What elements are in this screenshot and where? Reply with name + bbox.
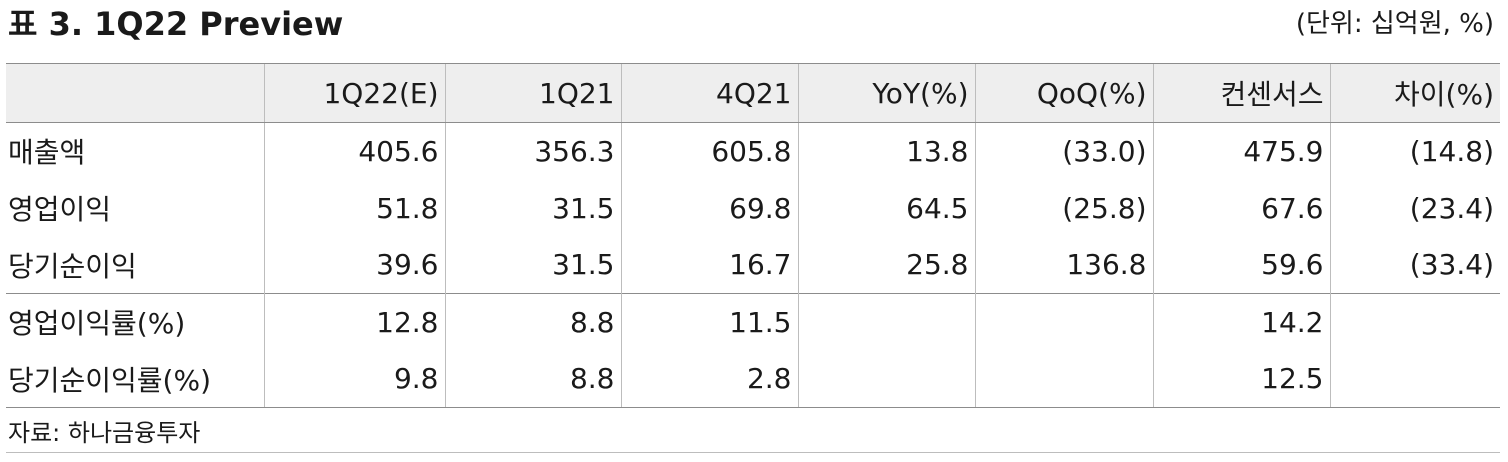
table-cell <box>1329 293 1500 351</box>
header-cell-qoq: QoQ(%) <box>974 63 1153 123</box>
source-note: 자료: 하나금융투자 <box>8 419 201 447</box>
row-label: 당기순이익 <box>8 249 137 283</box>
table-cell: (25.8) <box>974 179 1153 237</box>
table-cell: 67.6 <box>1152 179 1330 237</box>
row-label: 영업이익 <box>8 193 112 226</box>
header-cell-corner <box>6 63 264 123</box>
header-cell-yoy: YoY(%) <box>797 63 975 123</box>
table-cell: 13.8 <box>797 122 975 180</box>
table-row: 매출액 405.6 356.3 605.8 13.8 (33.0) 475.9 … <box>6 122 1500 180</box>
unit-note: (단위: 십억원, %) <box>1295 9 1494 39</box>
row-label: 매출액 <box>8 136 86 170</box>
table-cell: 405.6 <box>263 122 445 180</box>
table-cell: 605.8 <box>620 122 798 180</box>
table-cell: 14.2 <box>1152 293 1330 351</box>
header-cell-1q22e: 1Q22(E) <box>263 63 445 123</box>
table-cell: 31.5 <box>444 179 621 237</box>
bottom-divider <box>6 452 1500 453</box>
header-cell-1q21: 1Q21 <box>444 63 621 123</box>
table-cell: 25.8 <box>797 236 975 294</box>
header-row: 1Q22(E) 1Q21 4Q21 YoY(%) QoQ(%) 컨센서스 차이(… <box>6 63 1500 123</box>
table-title: 표 3. 1Q22 Preview <box>8 5 344 43</box>
row-label: 당기순이익률(%) <box>6 350 264 408</box>
table-cell: 59.6 <box>1152 236 1330 294</box>
table-cell: 12.8 <box>263 293 445 351</box>
table-cell: 69.8 <box>620 179 798 237</box>
header-cell-consensus: 컨센서스 <box>1152 63 1330 123</box>
table-cell <box>974 293 1153 351</box>
table-cell: (33.4) <box>1329 236 1500 294</box>
table-cell: 12.5 <box>1152 350 1330 408</box>
table-cell: 39.6 <box>263 236 445 294</box>
table-cell: 51.8 <box>263 179 445 237</box>
table-cell <box>797 350 975 408</box>
header-cell-diff: 차이(%) <box>1329 63 1500 123</box>
table-cell: 16.7 <box>620 236 798 294</box>
table-cell: 8.8 <box>444 350 621 408</box>
header-cell-4q21: 4Q21 <box>620 63 798 123</box>
table-cell: 8.8 <box>444 293 621 351</box>
table-row: 영업이익 51.8 31.5 69.8 64.5 (25.8) 67.6 (23… <box>6 179 1500 237</box>
table-cell: 64.5 <box>797 179 975 237</box>
table-row: 당기순이익률(%) 9.8 8.8 2.8 12.5 <box>6 350 1500 408</box>
table-cell: 356.3 <box>444 122 621 180</box>
table-cell: (14.8) <box>1329 122 1500 180</box>
table-cell <box>974 350 1153 408</box>
table-row: 영업이익률(%) 12.8 8.8 11.5 14.2 <box>6 293 1500 351</box>
table-cell: 136.8 <box>974 236 1153 294</box>
table-cell: (33.0) <box>974 122 1153 180</box>
table-cell: 11.5 <box>620 293 798 351</box>
table-cell <box>797 293 975 351</box>
row-label: 영업이익률(%) <box>6 293 264 351</box>
table-cell: 2.8 <box>620 350 798 408</box>
preview-table: 1Q22(E) 1Q21 4Q21 YoY(%) QoQ(%) 컨센서스 차이(… <box>6 63 1500 408</box>
table-cell: (23.4) <box>1329 179 1500 237</box>
table-cell <box>1329 350 1500 408</box>
table-row: 당기순이익 39.6 31.5 16.7 25.8 136.8 59.6 (33… <box>6 236 1500 294</box>
table-cell: 475.9 <box>1152 122 1330 180</box>
table-cell: 9.8 <box>263 350 445 408</box>
table-cell: 31.5 <box>444 236 621 294</box>
